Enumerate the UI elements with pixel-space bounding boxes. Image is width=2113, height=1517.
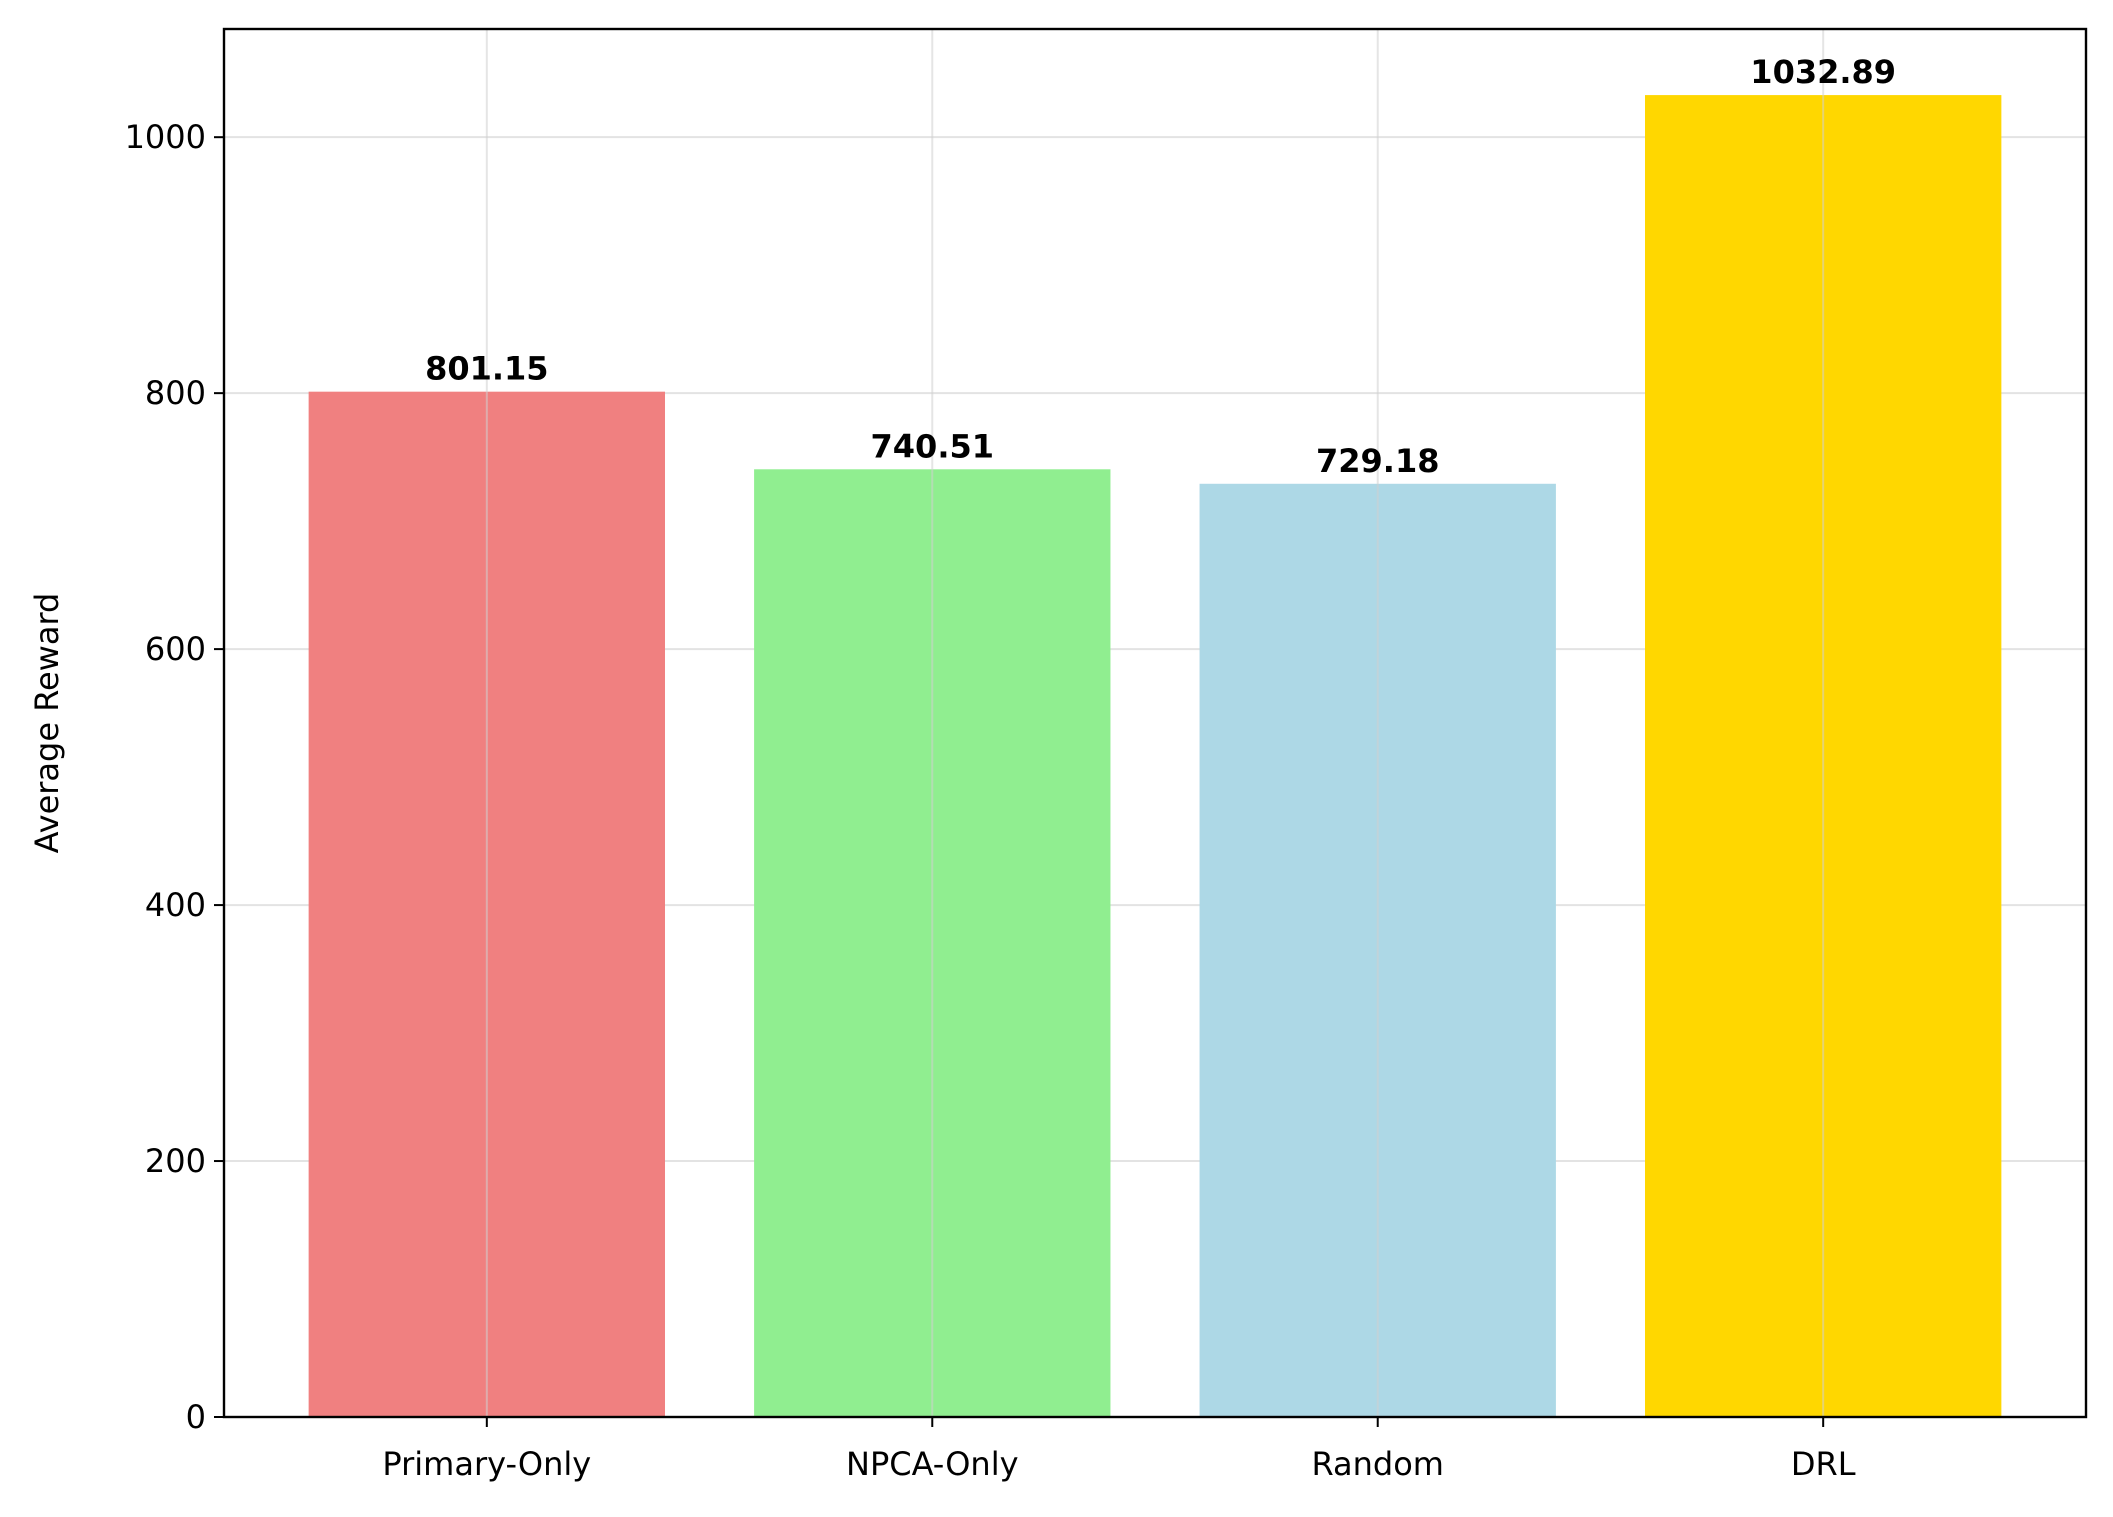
y-axis-label: Average Reward xyxy=(28,593,66,854)
value-labels: 801.15 740.51 729.18 1032.89 xyxy=(425,29,1896,1417)
value-label: 740.51 xyxy=(871,427,994,465)
y-tick-label: 1000 xyxy=(125,118,206,156)
ticks: 0 200 400 600 800 1000 Primary-Only NPCA-Only Ra… xyxy=(125,118,1856,1483)
value-label: 729.18 xyxy=(1316,442,1439,480)
x-tick-label: Random xyxy=(1311,1445,1443,1483)
x-tick-label: Primary-Only xyxy=(382,1445,591,1483)
y-tick-label: 200 xyxy=(145,1142,206,1180)
y-tick-label: 600 xyxy=(145,630,206,668)
y-tick-label: 0 xyxy=(186,1398,206,1436)
plot-frame xyxy=(222,27,2088,1419)
value-label: 801.15 xyxy=(425,350,548,388)
value-label: 1032.89 xyxy=(1750,53,1896,91)
y-tick-label: 400 xyxy=(145,886,206,924)
x-tick-label: NPCA-Only xyxy=(846,1445,1019,1483)
y-tick-label: 800 xyxy=(145,374,206,412)
x-tick-label: DRL xyxy=(1791,1445,1856,1483)
